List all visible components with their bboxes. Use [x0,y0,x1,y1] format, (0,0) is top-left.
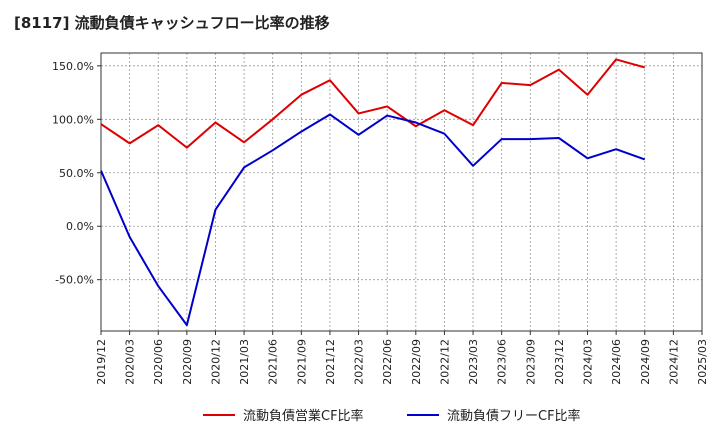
y-tick-label: 100.0% [52,113,94,126]
x-tick-label: 2022/12 [438,339,451,385]
legend-label-2: 流動負債フリーCF比率 [447,408,581,424]
x-tick-label: 2025/03 [696,339,709,385]
x-tick-label: 2024/03 [582,339,595,385]
x-tick-label: 2022/03 [353,339,366,385]
x-tick-label: 2024/12 [667,339,680,385]
x-tick-label: 2021/06 [267,339,280,385]
plot-frame [100,52,703,332]
x-tick-label: 2023/03 [467,339,480,385]
y-tick-label: 50.0% [59,167,94,180]
y-tick-label: 0.0% [66,220,94,233]
y-tick-label: -50.0% [55,274,94,287]
x-tick-label: 2021/12 [324,339,337,385]
x-tick-label: 2024/06 [610,339,623,385]
x-tick-label: 2019/12 [95,339,108,385]
x-tick-label: 2020/12 [209,339,222,385]
x-tick-label: 2024/09 [639,339,652,385]
x-tick-label: 2020/09 [181,339,194,385]
x-tick-label: 2021/09 [295,339,308,385]
series-line-1 [100,58,646,149]
x-tick-label: 2023/06 [496,339,509,385]
x-tick-label: 2021/03 [238,339,251,385]
x-tick-label: 2020/06 [152,339,165,385]
x-tick-label: 2023/09 [524,339,537,385]
x-tick-label: 2023/12 [553,339,566,385]
x-tick-label: 2022/09 [410,339,423,385]
legend-label-1: 流動負債営業CF比率 [243,408,364,424]
x-tick-label: 2022/06 [381,339,394,385]
x-tick-label: 2020/03 [124,339,137,385]
y-tick-label: 150.0% [52,60,94,73]
chart-title: [8117] 流動負債キャッシュフロー比率の推移 [14,14,330,32]
series-line-2 [100,113,646,327]
